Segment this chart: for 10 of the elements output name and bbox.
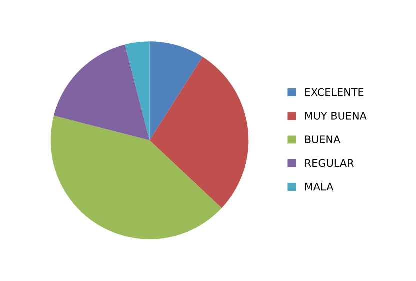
legend-label: REGULAR (305, 159, 354, 168)
legend-label: EXCELENTE (305, 88, 364, 96)
pie-slice (54, 44, 150, 140)
pie-slice (125, 42, 150, 140)
pie-slice (50, 116, 222, 240)
legend-label: MALA (305, 183, 334, 191)
legend-label: MUY BUENA (305, 112, 367, 120)
pie-slice (150, 42, 203, 140)
legend-label: BUENA (305, 136, 341, 144)
pie-slice (150, 56, 249, 208)
